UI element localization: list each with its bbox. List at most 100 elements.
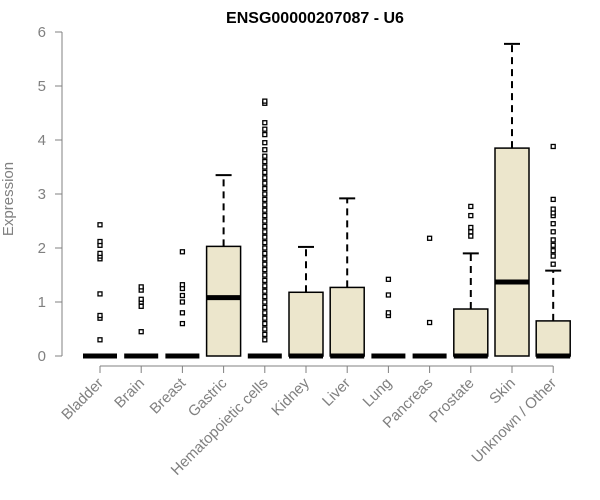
outlier-point <box>426 235 433 241</box>
outlier-point <box>97 238 103 245</box>
y-tick-label: 6 <box>38 24 46 41</box>
y-tick-label: 2 <box>38 240 46 257</box>
outlier-point <box>468 203 474 210</box>
outlier-point <box>262 266 268 273</box>
outlier-point <box>262 288 268 294</box>
outlier-point <box>97 222 103 228</box>
outlier-point <box>262 272 268 278</box>
outlier-point <box>262 175 268 181</box>
outlier-point <box>385 292 392 298</box>
outlier-point <box>262 239 268 246</box>
outlier-point <box>262 126 268 132</box>
outlier-point <box>426 319 433 326</box>
outlier-point <box>179 320 186 327</box>
x-tick-label: Liver <box>319 375 354 410</box>
outlier-point <box>550 196 556 203</box>
outlier-point <box>262 140 268 146</box>
box-hematopoietic-cells <box>247 98 282 359</box>
outlier-point <box>97 291 103 297</box>
outlier-point <box>262 283 268 289</box>
outlier-point <box>138 284 144 290</box>
box-body <box>494 147 530 357</box>
outlier-point <box>262 229 268 235</box>
box-skin <box>494 42 530 357</box>
outlier-point <box>262 158 268 165</box>
box-body <box>205 245 242 357</box>
outlier-point <box>550 237 556 243</box>
outlier-point <box>262 191 268 197</box>
outlier-point <box>138 296 144 302</box>
outlier-point <box>262 234 268 240</box>
box-body <box>535 320 571 357</box>
outlier-point <box>468 212 474 219</box>
outlier-point <box>262 337 268 343</box>
outlier-point <box>262 315 268 321</box>
outlier-point <box>550 221 556 227</box>
outlier-point <box>385 310 392 316</box>
outlier-point <box>262 131 268 138</box>
outlier-point <box>97 337 103 343</box>
outlier-point <box>262 153 268 159</box>
box-pancreas <box>412 235 447 359</box>
x-tick-label: Breast <box>147 374 190 417</box>
x-tick-label: Lung <box>360 375 396 411</box>
y-axis-label: Expression <box>0 162 17 236</box>
x-tick-label: Brain <box>111 375 148 412</box>
outlier-point <box>262 185 268 192</box>
outlier-point <box>262 293 268 300</box>
outlier-point <box>262 180 268 186</box>
y-tick-label: 4 <box>38 132 46 149</box>
outlier-point <box>262 261 268 267</box>
outlier-point <box>468 233 474 239</box>
box-body <box>288 291 324 357</box>
outlier-point <box>262 212 268 219</box>
outlier-point <box>262 147 268 153</box>
outlier-point <box>179 292 186 299</box>
outlier-point <box>262 256 268 262</box>
box-series <box>83 42 571 359</box>
outlier-point <box>262 207 268 213</box>
box-breast <box>165 249 200 359</box>
box-lung <box>371 276 406 359</box>
outlier-point <box>262 223 268 230</box>
outlier-point <box>262 218 268 224</box>
box-brain <box>124 284 159 359</box>
box-gastric <box>205 174 242 357</box>
outlier-point <box>97 312 103 319</box>
box-bladder <box>83 222 117 359</box>
outlier-point <box>262 277 268 284</box>
x-tick-label: Skin <box>486 375 519 408</box>
outlier-point <box>262 299 268 305</box>
y-tick-label: 5 <box>38 78 46 95</box>
outlier-point <box>550 229 556 235</box>
outlier-point <box>262 326 268 332</box>
x-tick-label: Prostate <box>426 375 478 427</box>
outlier-point <box>262 250 268 257</box>
outlier-point <box>385 276 392 282</box>
x-tick-label: Bladder <box>58 375 107 424</box>
outlier-point <box>179 299 186 305</box>
outlier-point <box>550 261 556 267</box>
outlier-point <box>262 169 268 176</box>
outlier-point <box>468 229 474 235</box>
outlier-point <box>262 196 268 203</box>
outlier-point <box>179 249 186 255</box>
box-unknown-other <box>535 143 571 359</box>
outlier-point <box>262 304 268 311</box>
outlier-point <box>550 242 556 248</box>
x-tick-label: Kidney <box>268 374 313 419</box>
y-tick-label: 1 <box>38 294 46 311</box>
y-tick-label: 3 <box>38 186 46 203</box>
outlier-point <box>262 202 268 208</box>
outlier-point <box>138 329 144 335</box>
box-prostate <box>453 203 489 359</box>
outlier-point <box>262 320 268 327</box>
outlier-point <box>262 98 268 104</box>
y-axis: 0 1 2 3 4 5 6 <box>38 24 63 365</box>
outlier-point <box>262 310 268 316</box>
outlier-point <box>179 310 186 316</box>
outlier-point <box>262 331 268 338</box>
outlier-point <box>468 224 474 231</box>
